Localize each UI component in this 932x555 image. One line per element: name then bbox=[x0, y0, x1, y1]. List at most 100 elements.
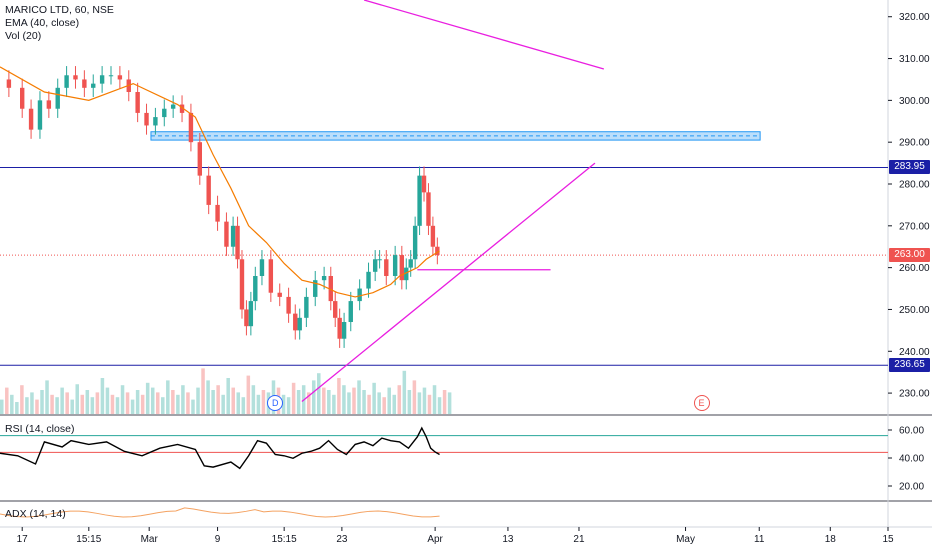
adx-legend[interactable]: ADX (14, 14) bbox=[5, 508, 66, 520]
volume-bar bbox=[367, 394, 371, 414]
candle-body bbox=[313, 280, 318, 297]
volume-bar bbox=[181, 385, 185, 414]
chart-legend: MARICO LTD, 60, NSE EMA (40, close) Vol … bbox=[5, 4, 114, 43]
candle-body bbox=[333, 301, 338, 318]
volume-bar bbox=[422, 387, 427, 414]
volume-bar bbox=[251, 385, 256, 414]
price-tick-label: 300.00 bbox=[899, 96, 930, 107]
volume-bar bbox=[437, 397, 442, 414]
time-tick-label: May bbox=[676, 534, 695, 545]
rsi-tick-label: 60.00 bbox=[899, 426, 924, 437]
time-tick-label: 21 bbox=[573, 534, 585, 545]
symbol-title[interactable]: MARICO LTD, 60, NSE bbox=[5, 4, 114, 16]
time-tick-label: 15:15 bbox=[76, 534, 101, 545]
rsi-line bbox=[0, 426, 440, 470]
time-tick-label: Mar bbox=[141, 534, 159, 545]
candle-body bbox=[404, 267, 409, 281]
ema-line bbox=[0, 66, 440, 298]
volume-bar bbox=[130, 399, 135, 414]
volume-bar bbox=[352, 387, 356, 414]
trendline-1 bbox=[301, 162, 596, 402]
volume-bar bbox=[342, 385, 346, 414]
volume-bar bbox=[216, 385, 220, 414]
candle-body bbox=[235, 225, 240, 260]
candle-body bbox=[321, 276, 327, 281]
time-tick-label: 15 bbox=[882, 534, 894, 545]
earnings-marker[interactable]: E bbox=[693, 395, 710, 411]
rsi-legend[interactable]: RSI (14, close) bbox=[5, 423, 75, 435]
adx-line bbox=[0, 507, 440, 518]
candle-body bbox=[28, 108, 34, 130]
volume-bar bbox=[306, 392, 311, 414]
candle-body bbox=[412, 225, 418, 260]
volume-bar bbox=[296, 390, 301, 414]
volume-bar bbox=[377, 392, 381, 414]
price-tick-label: 230.00 bbox=[899, 389, 930, 400]
price-tick-label: 260.00 bbox=[899, 263, 930, 274]
volume-bar bbox=[171, 390, 175, 414]
volume-bar bbox=[337, 378, 341, 414]
candle-body bbox=[399, 255, 405, 281]
price-tick-label: 250.00 bbox=[899, 305, 930, 316]
volume-bar bbox=[442, 390, 447, 414]
volume-bar bbox=[286, 397, 291, 414]
ema-legend[interactable]: EMA (40, close) bbox=[5, 17, 80, 29]
candle-body bbox=[408, 259, 413, 268]
volume-bar bbox=[15, 402, 19, 414]
volume-bar bbox=[317, 373, 321, 414]
volume-bar bbox=[191, 399, 195, 414]
candle-body bbox=[337, 317, 342, 339]
volume-bar bbox=[55, 397, 59, 414]
candle-body bbox=[206, 175, 211, 205]
volume-bar bbox=[417, 392, 422, 414]
candle-body bbox=[239, 259, 245, 310]
volume-bar bbox=[427, 394, 432, 414]
time-tick-label: 18 bbox=[825, 534, 837, 545]
volume-bar bbox=[25, 397, 29, 414]
candle-body bbox=[426, 192, 431, 226]
candle-body bbox=[37, 100, 43, 130]
time-tick-label: 9 bbox=[215, 534, 221, 545]
volume-bar bbox=[75, 384, 80, 414]
volume-bar bbox=[161, 397, 165, 414]
candle-body bbox=[73, 75, 78, 80]
volume-bar bbox=[186, 392, 190, 414]
trendline-0 bbox=[363, 0, 605, 70]
volume-bar bbox=[236, 392, 241, 414]
candle-body bbox=[162, 108, 167, 118]
price-tick-label: 240.00 bbox=[899, 347, 930, 358]
volume-bar bbox=[362, 390, 366, 414]
candle-body bbox=[188, 112, 194, 143]
candle-body bbox=[99, 75, 105, 84]
time-tick-label: 13 bbox=[502, 534, 514, 545]
candle-body bbox=[117, 75, 123, 80]
volume-bar bbox=[60, 387, 64, 414]
rsi-tick-label: 20.00 bbox=[899, 482, 924, 493]
time-tick-label: 23 bbox=[336, 534, 348, 545]
candle-body bbox=[248, 301, 254, 327]
price-badge: 236.65 bbox=[889, 358, 930, 373]
vol-legend[interactable]: Vol (20) bbox=[5, 30, 42, 42]
volume-bar bbox=[20, 385, 24, 414]
candle-body bbox=[55, 87, 60, 109]
volume-bar bbox=[397, 385, 402, 414]
volume-bar bbox=[211, 390, 215, 414]
volume-bar bbox=[140, 394, 145, 414]
volume-bar bbox=[0, 399, 4, 414]
candle-body bbox=[392, 255, 398, 276]
candle-body bbox=[421, 175, 427, 193]
candle-body bbox=[348, 301, 353, 322]
candle-body bbox=[253, 276, 258, 302]
volume-bar bbox=[95, 392, 100, 414]
volume-bar bbox=[322, 387, 326, 414]
candle-body bbox=[304, 296, 309, 318]
volume-bar bbox=[387, 387, 391, 414]
candle-body bbox=[268, 259, 274, 293]
dividend-marker[interactable]: D bbox=[267, 395, 284, 411]
volume-bar bbox=[196, 387, 200, 414]
time-tick-label: 17 bbox=[17, 534, 29, 545]
time-tick-label: 11 bbox=[754, 534, 765, 545]
rsi-tick-label: 40.00 bbox=[899, 454, 924, 465]
